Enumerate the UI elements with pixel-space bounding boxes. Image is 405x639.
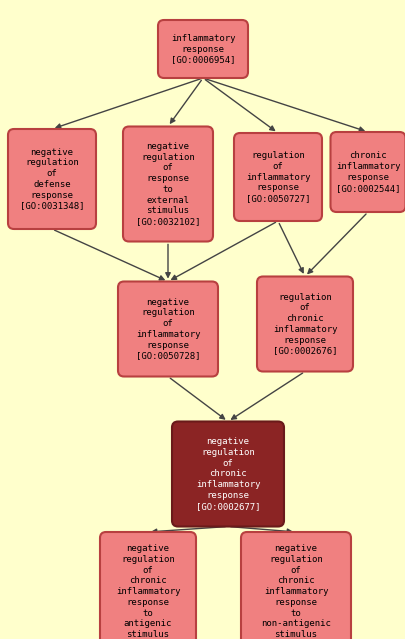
FancyBboxPatch shape <box>172 422 284 527</box>
Text: negative
regulation
of
response
to
external
stimulus
[GO:0032102]: negative regulation of response to exter… <box>135 142 200 226</box>
FancyBboxPatch shape <box>241 532 350 639</box>
FancyBboxPatch shape <box>330 132 405 212</box>
Text: negative
regulation
of
chronic
inflammatory
response
[GO:0002677]: negative regulation of chronic inflammat… <box>195 437 260 511</box>
Text: negative
regulation
of
inflammatory
response
[GO:0050728]: negative regulation of inflammatory resp… <box>135 298 200 360</box>
Text: negative
regulation
of
chronic
inflammatory
response
to
antigenic
stimulus
[GO:0: negative regulation of chronic inflammat… <box>115 544 180 639</box>
FancyBboxPatch shape <box>256 277 352 371</box>
FancyBboxPatch shape <box>233 133 321 221</box>
Text: inflammatory
response
[GO:0006954]: inflammatory response [GO:0006954] <box>171 34 234 65</box>
FancyBboxPatch shape <box>118 282 217 376</box>
Text: negative
regulation
of
chronic
inflammatory
response
to
non-antigenic
stimulus
[: negative regulation of chronic inflammat… <box>260 544 330 639</box>
Text: chronic
inflammatory
response
[GO:0002544]: chronic inflammatory response [GO:000254… <box>335 151 399 192</box>
Text: regulation
of
inflammatory
response
[GO:0050727]: regulation of inflammatory response [GO:… <box>245 151 309 203</box>
Text: negative
regulation
of
defense
response
[GO:0031348]: negative regulation of defense response … <box>20 148 84 210</box>
FancyBboxPatch shape <box>100 532 196 639</box>
FancyBboxPatch shape <box>123 127 213 242</box>
Text: regulation
of
chronic
inflammatory
response
[GO:0002676]: regulation of chronic inflammatory respo… <box>272 293 337 355</box>
FancyBboxPatch shape <box>8 129 96 229</box>
FancyBboxPatch shape <box>158 20 247 78</box>
